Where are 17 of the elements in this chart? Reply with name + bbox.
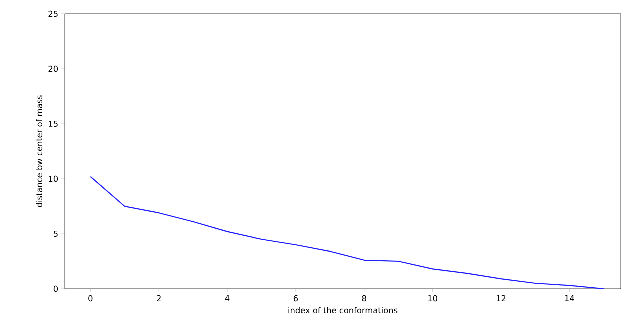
y-tick-label: 0 xyxy=(54,286,58,292)
y-tick-label: 15 xyxy=(49,120,58,128)
y-tick-label: 20 xyxy=(48,66,58,72)
x-tick-label: 8 xyxy=(362,295,366,302)
line-series xyxy=(90,176,604,289)
x-tick-label: 12 xyxy=(496,295,506,302)
y-axis-title: distance bw center of mass xyxy=(36,96,43,208)
x-tick-label: 6 xyxy=(294,295,298,302)
x-tick-label: 4 xyxy=(225,295,230,302)
x-axis-title: index of the conformations xyxy=(288,307,398,314)
x-tick-label: 10 xyxy=(428,295,438,302)
x-tick-label: 2 xyxy=(157,295,161,302)
y-tick-label: 10 xyxy=(49,176,58,182)
y-tick-label: 5 xyxy=(54,230,58,238)
x-tick-label: 0 xyxy=(88,295,93,302)
y-tick-label: 25 xyxy=(48,10,58,18)
x-tick-label: 14 xyxy=(565,295,574,302)
